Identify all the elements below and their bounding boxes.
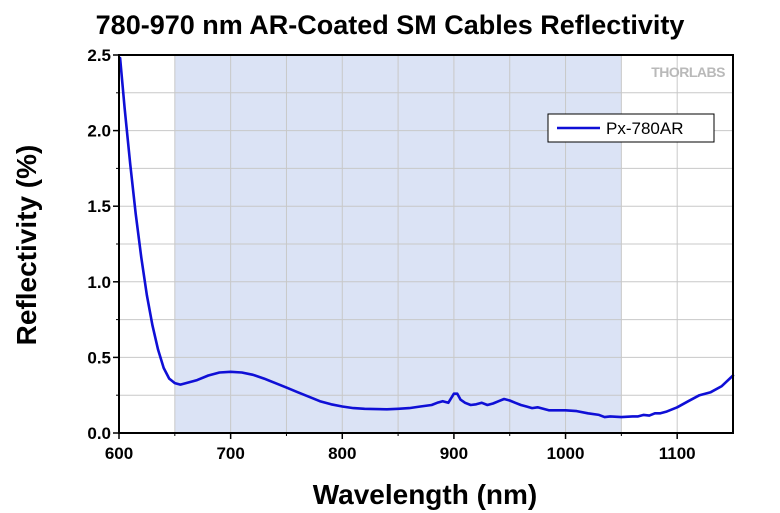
legend-label: Px-780AR (606, 119, 683, 138)
x-tick-label: 600 (105, 444, 133, 463)
x-tick-label: 800 (328, 444, 356, 463)
y-axis-title: Reflectivity (%) (11, 145, 42, 346)
x-axis-ticks: 600 700 800 900 1000 1100 (105, 433, 696, 463)
x-tick-label: 900 (440, 444, 468, 463)
y-axis-ticks: 0.0 0.5 1.0 1.5 2.0 2.5 (87, 46, 119, 443)
x-tick-label: 1000 (547, 444, 585, 463)
brand-watermark: THORLABS (651, 64, 725, 80)
x-tick-label: 1100 (659, 444, 696, 463)
legend: Px-780AR (547, 113, 715, 143)
x-tick-label: 700 (216, 444, 244, 463)
y-tick-label: 1.5 (87, 197, 111, 216)
y-tick-label: 0.0 (87, 424, 111, 443)
y-tick-label: 2.5 (87, 46, 111, 65)
x-axis-title: Wavelength (nm) (313, 479, 538, 510)
series-line-px-780ar (118, 56, 735, 419)
chart-title: 780-970 nm AR-Coated SM Cables Reflectiv… (96, 10, 685, 40)
y-tick-label: 2.0 (87, 122, 111, 141)
y-tick-label: 1.0 (87, 273, 111, 292)
y-tick-label: 0.5 (87, 348, 111, 367)
